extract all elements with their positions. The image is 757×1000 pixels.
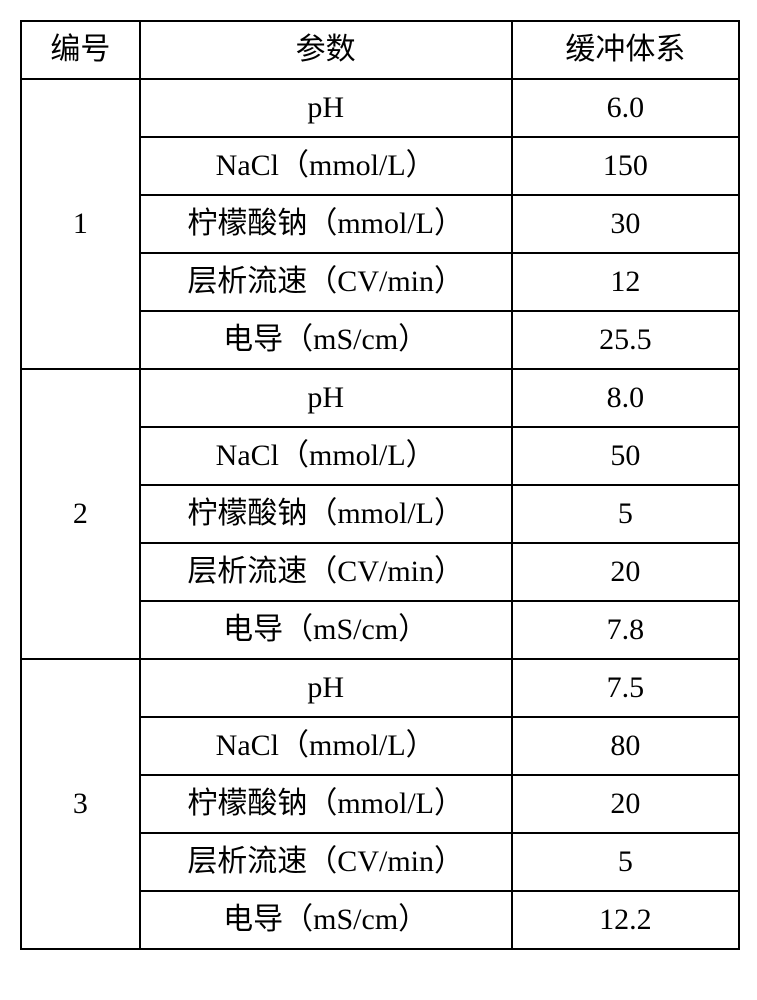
value-cell: 80 — [512, 717, 739, 775]
value-cell: 20 — [512, 543, 739, 601]
value-cell: 30 — [512, 195, 739, 253]
param-cell: 层析流速（CV/min） — [140, 833, 512, 891]
param-cell: 层析流速（CV/min） — [140, 543, 512, 601]
param-cell: 柠檬酸钠（mmol/L） — [140, 775, 512, 833]
param-cell: NaCl（mmol/L） — [140, 427, 512, 485]
value-cell: 7.8 — [512, 601, 739, 659]
col-header-param: 参数 — [140, 21, 512, 79]
param-cell: pH — [140, 369, 512, 427]
table-row: 1 pH 6.0 — [21, 79, 739, 137]
param-cell: 柠檬酸钠（mmol/L） — [140, 195, 512, 253]
table-header-row: 编号 参数 缓冲体系 — [21, 21, 739, 79]
param-cell: NaCl（mmol/L） — [140, 137, 512, 195]
value-cell: 20 — [512, 775, 739, 833]
group-id-cell: 3 — [21, 659, 140, 949]
value-cell: 50 — [512, 427, 739, 485]
value-cell: 150 — [512, 137, 739, 195]
param-cell: 柠檬酸钠（mmol/L） — [140, 485, 512, 543]
value-cell: 12.2 — [512, 891, 739, 949]
value-cell: 25.5 — [512, 311, 739, 369]
value-cell: 5 — [512, 485, 739, 543]
value-cell: 12 — [512, 253, 739, 311]
param-cell: 电导（mS/cm） — [140, 311, 512, 369]
table-row: 2 pH 8.0 — [21, 369, 739, 427]
col-header-value: 缓冲体系 — [512, 21, 739, 79]
group-id-cell: 2 — [21, 369, 140, 659]
value-cell: 8.0 — [512, 369, 739, 427]
param-cell: 电导（mS/cm） — [140, 891, 512, 949]
value-cell: 7.5 — [512, 659, 739, 717]
param-cell: pH — [140, 659, 512, 717]
value-cell: 6.0 — [512, 79, 739, 137]
table-row: 3 pH 7.5 — [21, 659, 739, 717]
table-body: 1 pH 6.0 NaCl（mmol/L） 150 柠檬酸钠（mmol/L） 3… — [21, 79, 739, 949]
value-cell: 5 — [512, 833, 739, 891]
col-header-id: 编号 — [21, 21, 140, 79]
param-cell: pH — [140, 79, 512, 137]
parameters-table: 编号 参数 缓冲体系 1 pH 6.0 NaCl（mmol/L） 150 柠檬酸… — [20, 20, 740, 950]
param-cell: 电导（mS/cm） — [140, 601, 512, 659]
group-id-cell: 1 — [21, 79, 140, 369]
param-cell: 层析流速（CV/min） — [140, 253, 512, 311]
param-cell: NaCl（mmol/L） — [140, 717, 512, 775]
